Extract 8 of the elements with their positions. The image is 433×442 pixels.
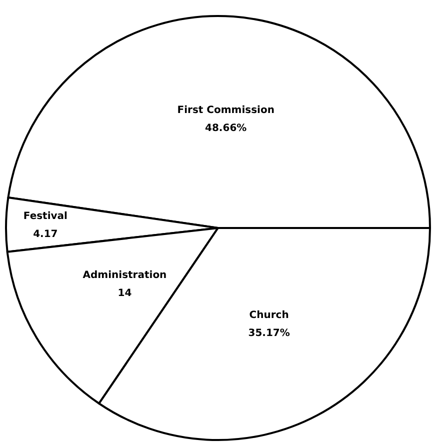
data-label: 35.17% bbox=[248, 328, 290, 339]
slice-label: First Commission bbox=[177, 104, 274, 116]
data-label: 14 bbox=[118, 288, 132, 299]
data-label: 48.66% bbox=[205, 122, 247, 134]
data-label: 4.17 bbox=[33, 228, 58, 240]
slice-label: Festival bbox=[23, 210, 68, 222]
slice-label: Administration bbox=[82, 270, 167, 281]
slice-label: Church bbox=[249, 310, 289, 321]
